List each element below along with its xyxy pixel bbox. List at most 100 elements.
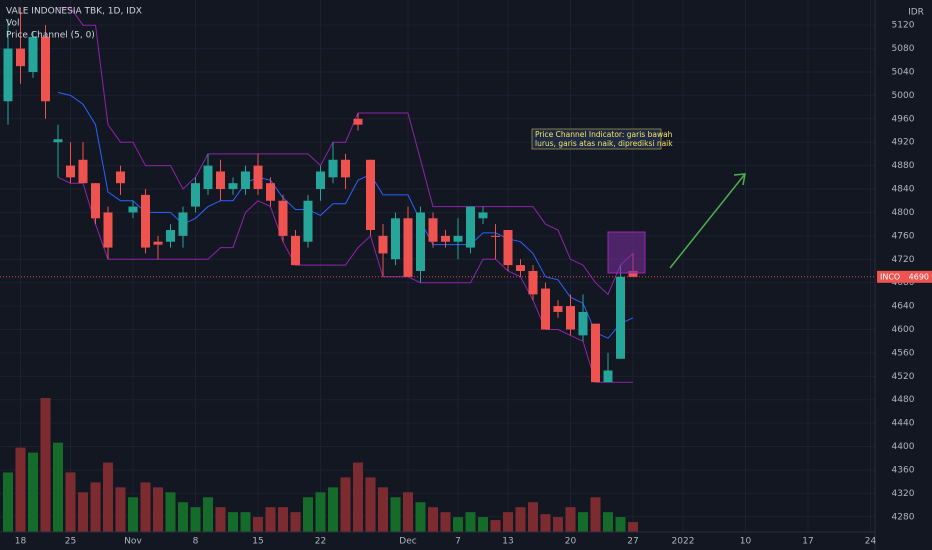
candle-body	[441, 235, 450, 242]
volume-bar	[40, 398, 51, 532]
x-tick-label: 17	[802, 537, 813, 547]
x-tick-label: 27	[627, 537, 638, 547]
candle-body	[478, 212, 488, 219]
y-tick-label: 4760	[892, 231, 915, 241]
candle-body	[166, 230, 175, 242]
candle-body	[191, 183, 200, 207]
volume-pane	[3, 398, 638, 532]
candle-body	[541, 288, 550, 330]
volume-bar	[90, 482, 101, 532]
y-tick-label: 4520	[892, 372, 915, 382]
volume-bar	[415, 502, 426, 532]
candle-body	[16, 48, 25, 67]
volume-bar	[390, 497, 401, 532]
volume-bar	[353, 462, 363, 532]
y-tick-label: 4640	[892, 302, 915, 312]
volume-bar	[53, 442, 63, 532]
volume-bar	[490, 520, 501, 532]
candle-body	[216, 171, 225, 190]
candle-body	[141, 194, 150, 248]
candle-body	[116, 171, 125, 184]
candle-body	[503, 230, 513, 266]
volume-bar	[65, 472, 76, 532]
y-tick-label: 4440	[892, 419, 915, 429]
candle-body	[266, 183, 275, 201]
candle-body	[553, 306, 563, 312]
candle-body	[253, 165, 263, 190]
x-tick-label: 22	[315, 537, 326, 547]
axes: 4280 4320 4360 4400 4440 4480 4520 4560 4600 4640…	[15, 21, 932, 547]
y-tick-label: 4720	[892, 255, 915, 265]
x-tick-label: Nov	[124, 537, 142, 547]
candle-body	[516, 265, 525, 271]
highlight-box	[607, 231, 646, 274]
volume-bar	[515, 507, 526, 532]
arrow-head	[733, 173, 746, 186]
candle-body	[566, 306, 575, 330]
x-tick-label: Dec	[399, 537, 416, 547]
arrow	[669, 173, 746, 269]
volume-bar	[403, 492, 413, 532]
candle-body	[616, 276, 625, 359]
y-tick-label: 4280	[892, 512, 915, 522]
candle-body	[603, 370, 613, 383]
volume-bar	[265, 507, 276, 532]
volume-bar	[315, 492, 326, 532]
candle-body	[241, 171, 250, 190]
y-tick-label: 4960	[892, 114, 915, 124]
candle-body	[66, 165, 75, 178]
candle-body	[291, 235, 300, 266]
candle-body	[591, 323, 600, 383]
volume-bar	[128, 497, 138, 532]
volume-bar	[140, 482, 151, 532]
volume-bar	[440, 512, 451, 532]
annotation-line: Price Channel Indicator: garis bawah	[535, 130, 673, 139]
candle-body	[153, 241, 163, 245]
candle-body	[3, 48, 13, 102]
candle-body	[378, 235, 388, 254]
candle-body	[403, 218, 413, 277]
candle-body	[278, 200, 288, 236]
y-tick-label: 4480	[892, 395, 915, 405]
candle-body	[466, 206, 475, 248]
volume-bar	[240, 512, 251, 532]
legend-entry: Vol	[6, 19, 19, 29]
candle-body	[328, 159, 338, 178]
volume-bar	[3, 472, 13, 532]
candle-body	[628, 270, 638, 277]
y-tick-label: 5120	[892, 21, 915, 31]
volume-bar	[165, 492, 176, 532]
volume-bar	[190, 507, 201, 532]
candle-body	[391, 218, 400, 260]
price-value: 4690	[909, 272, 929, 281]
volume-bar	[228, 512, 238, 532]
candle-body	[491, 235, 500, 237]
volume-bar	[565, 507, 576, 532]
candle-body	[78, 159, 88, 184]
volume-bar	[15, 447, 26, 532]
y-tick-label: 4840	[892, 185, 915, 195]
candle-body	[416, 212, 425, 271]
candle-body	[428, 218, 438, 242]
volume-bar	[378, 487, 388, 532]
volume-bar	[503, 512, 513, 532]
volume-bar	[578, 512, 588, 532]
volume-bar	[328, 487, 338, 532]
candles	[3, 7, 638, 383]
x-tick-label: 2022	[672, 537, 695, 547]
volume-bar	[540, 514, 551, 532]
x-tick-label: 25	[65, 537, 76, 547]
y-tick-label: 5080	[892, 44, 915, 54]
annotation-box	[531, 128, 662, 150]
candle-body	[316, 171, 325, 190]
candle-body	[528, 270, 538, 295]
volume-bar	[628, 522, 638, 532]
volume-bar	[478, 517, 488, 532]
x-tick-label: 18	[15, 537, 27, 547]
y-tick-label: 5000	[892, 91, 915, 101]
candle-body	[366, 159, 375, 231]
channel-middle	[57, 92, 634, 339]
y-tick-label: 4320	[892, 489, 915, 499]
legend-entry: Price Channel (5, 0)	[6, 31, 95, 41]
